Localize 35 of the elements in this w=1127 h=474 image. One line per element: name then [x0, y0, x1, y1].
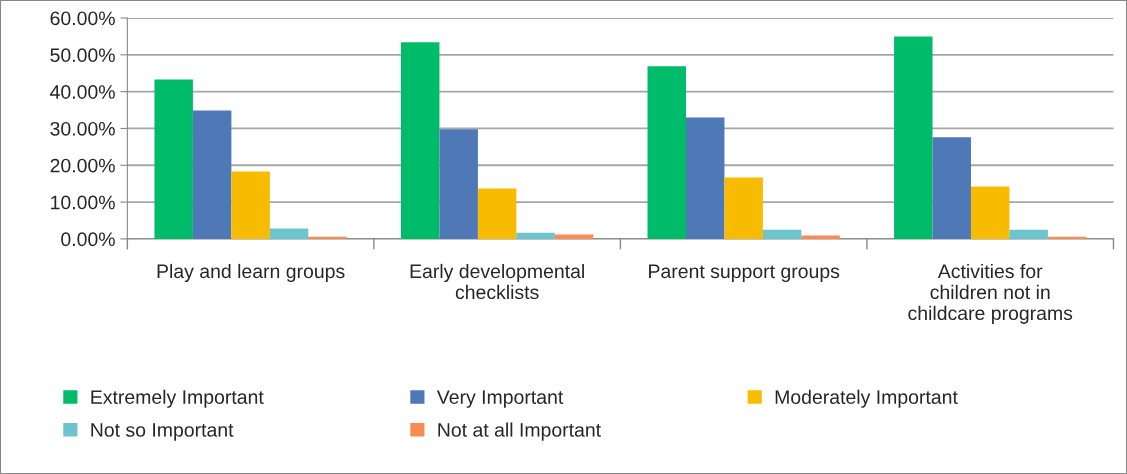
bar	[516, 232, 555, 239]
bar	[685, 117, 725, 239]
y-tick-label: 30.00%	[50, 121, 115, 136]
y-tick-label: 10.00%	[51, 195, 115, 210]
bar	[647, 66, 686, 239]
bar	[401, 42, 440, 239]
legend-label: Moderately Important	[775, 389, 958, 408]
y-tick-label: 50.00%	[50, 48, 115, 63]
legend-label: Extremely Important	[91, 389, 264, 408]
x-tick-label: Activities for children not in childcare programs	[908, 263, 1073, 324]
legend-label: Not at all Important	[438, 422, 601, 441]
y-tick-label: 0.00%	[61, 232, 115, 247]
bar	[724, 177, 763, 239]
bar	[554, 234, 594, 239]
x-tick-label: Early developmental checklists	[410, 263, 584, 300]
x-tick-label: Play and learn groups	[157, 263, 345, 283]
y-tick-label: 60.00%	[50, 11, 115, 26]
legend-label: Very Important	[436, 390, 564, 408]
bar	[269, 228, 309, 239]
bar	[439, 129, 478, 239]
bar	[154, 79, 193, 239]
x-tick-label: Parent support groups	[649, 264, 840, 283]
bar	[477, 188, 517, 239]
y-tick-label: 40.00%	[50, 85, 115, 99]
bar	[970, 186, 1010, 239]
bar	[932, 137, 971, 239]
bar	[192, 110, 232, 239]
bar	[801, 235, 840, 239]
bar	[308, 236, 347, 239]
bar	[894, 36, 933, 239]
bar	[762, 229, 802, 239]
y-tick-label: 20.00%	[50, 158, 115, 173]
bar	[1009, 229, 1048, 239]
legend-label: Not so Important	[91, 423, 234, 441]
bar	[231, 171, 270, 239]
